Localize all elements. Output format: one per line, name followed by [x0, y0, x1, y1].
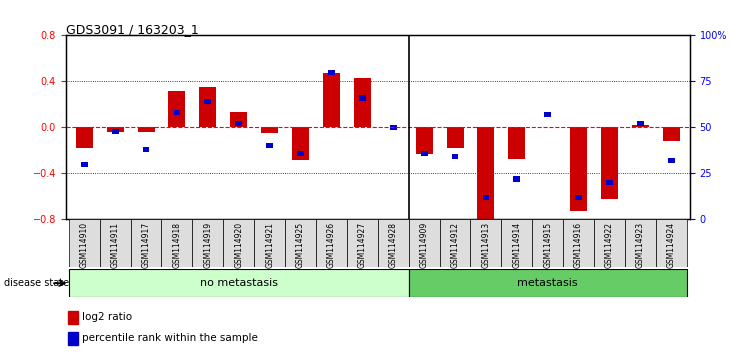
Text: GSM114911: GSM114911 — [111, 222, 120, 268]
Bar — [69, 269, 409, 297]
Text: metastasis: metastasis — [518, 278, 578, 288]
Text: GSM114925: GSM114925 — [296, 222, 305, 268]
Bar — [513, 176, 520, 182]
Bar — [545, 112, 551, 117]
Bar — [668, 158, 675, 163]
Bar — [69, 219, 100, 267]
Bar — [76, 127, 93, 148]
Text: GSM114928: GSM114928 — [388, 222, 398, 268]
Bar — [100, 219, 131, 267]
Bar — [223, 219, 254, 267]
Bar — [508, 127, 526, 159]
Bar — [409, 219, 439, 267]
Bar — [663, 127, 680, 141]
Bar — [470, 219, 502, 267]
Bar — [81, 162, 88, 167]
Bar — [131, 219, 161, 267]
Bar — [409, 269, 687, 297]
Bar — [199, 87, 216, 127]
Bar — [316, 219, 347, 267]
Bar — [261, 127, 278, 133]
Text: GSM114926: GSM114926 — [327, 222, 336, 268]
Bar — [625, 219, 656, 267]
Bar — [637, 121, 644, 126]
Text: GSM114914: GSM114914 — [512, 222, 521, 268]
Text: GSM114912: GSM114912 — [450, 222, 459, 268]
Text: GSM114918: GSM114918 — [172, 222, 182, 268]
Bar — [68, 311, 77, 324]
Text: log2 ratio: log2 ratio — [82, 312, 132, 322]
Bar — [193, 219, 223, 267]
Bar — [477, 127, 494, 222]
Bar — [68, 332, 77, 345]
Bar — [377, 219, 409, 267]
Bar — [266, 143, 273, 148]
Text: GSM114913: GSM114913 — [481, 222, 491, 268]
Text: GSM114922: GSM114922 — [605, 222, 614, 268]
Bar — [415, 127, 433, 154]
Bar — [347, 219, 377, 267]
Text: GDS3091 / 163203_1: GDS3091 / 163203_1 — [66, 23, 199, 36]
Bar — [390, 125, 396, 130]
Text: GSM114909: GSM114909 — [420, 222, 429, 268]
Text: percentile rank within the sample: percentile rank within the sample — [82, 333, 258, 343]
Bar — [297, 150, 304, 156]
Bar — [230, 113, 247, 127]
Bar — [532, 219, 563, 267]
Text: GSM114923: GSM114923 — [636, 222, 645, 268]
Bar — [235, 121, 242, 126]
Bar — [563, 219, 594, 267]
Bar — [439, 219, 470, 267]
Bar — [570, 127, 587, 211]
Bar — [161, 219, 193, 267]
Bar — [142, 147, 150, 152]
Bar — [323, 73, 340, 127]
Text: GSM114917: GSM114917 — [142, 222, 150, 268]
Text: GSM114910: GSM114910 — [80, 222, 89, 268]
Bar — [112, 129, 118, 134]
Bar — [359, 95, 366, 101]
Text: GSM114915: GSM114915 — [543, 222, 552, 268]
Bar — [137, 127, 155, 132]
Text: GSM114924: GSM114924 — [666, 222, 676, 268]
Bar — [575, 195, 582, 200]
Bar — [174, 110, 180, 115]
Bar — [292, 127, 309, 160]
Bar — [169, 91, 185, 127]
Bar — [502, 219, 532, 267]
Bar — [483, 195, 489, 200]
Bar — [601, 127, 618, 199]
Bar — [447, 127, 464, 148]
Bar — [254, 219, 285, 267]
Bar — [452, 154, 458, 160]
Bar — [107, 127, 123, 132]
Text: GSM114927: GSM114927 — [358, 222, 367, 268]
Text: GSM114921: GSM114921 — [265, 222, 274, 268]
Bar — [656, 219, 687, 267]
Bar — [285, 219, 316, 267]
Bar — [420, 150, 428, 156]
Text: GSM114919: GSM114919 — [204, 222, 212, 268]
Bar — [632, 125, 649, 127]
Bar — [354, 78, 371, 127]
Text: GSM114920: GSM114920 — [234, 222, 243, 268]
Bar — [594, 219, 625, 267]
Text: GSM114916: GSM114916 — [574, 222, 583, 268]
Bar — [204, 99, 211, 104]
Text: no metastasis: no metastasis — [200, 278, 277, 288]
Bar — [328, 70, 335, 75]
Bar — [606, 180, 613, 185]
Text: disease state: disease state — [4, 278, 69, 288]
